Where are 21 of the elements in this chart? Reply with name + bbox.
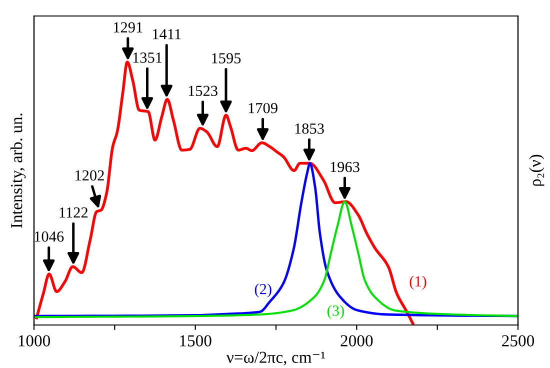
annotation: 1709 xyxy=(248,102,278,114)
annotation: 1202 xyxy=(76,170,104,181)
x-tick-label: 2500 xyxy=(502,335,534,346)
y2-axis-title: ρ₂(ν) xyxy=(529,154,544,186)
annotation: 1291 xyxy=(114,22,142,33)
annotation: 1046 xyxy=(34,231,64,242)
series-label: (2) xyxy=(254,284,272,298)
x-axis-title: ν=ω/2πc, cm⁻¹ xyxy=(226,352,325,366)
x-tick-label: 1500 xyxy=(180,335,212,346)
annotation: 1122 xyxy=(60,207,88,218)
x-tick-label: 1000 xyxy=(18,335,50,346)
annotation: 1595 xyxy=(212,53,241,64)
annotation: 1523 xyxy=(188,86,218,96)
series-label: (3) xyxy=(327,305,344,319)
series-label: (1) xyxy=(410,276,426,290)
x-tick-label: 2000 xyxy=(340,335,373,346)
annotation: 1411 xyxy=(152,29,181,40)
annotation: 1853 xyxy=(295,123,324,134)
y-axis-title: Intensity, arb. un. xyxy=(10,114,26,228)
annotation: 1963 xyxy=(330,162,360,172)
annotation: 1351 xyxy=(133,52,162,63)
